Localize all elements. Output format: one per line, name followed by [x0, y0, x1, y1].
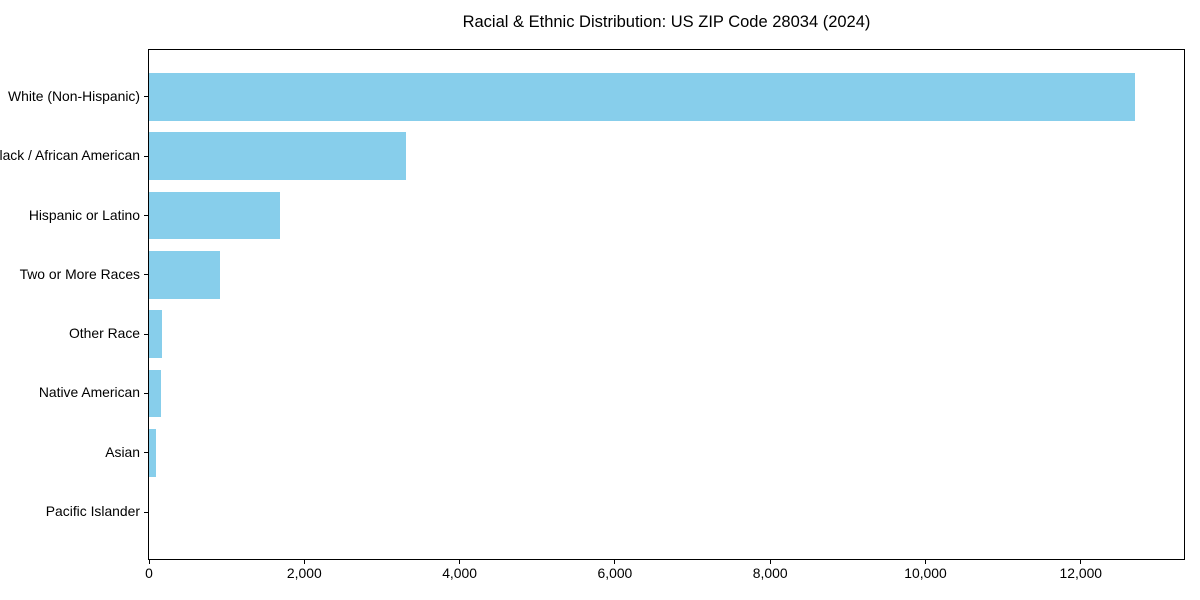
bar	[149, 310, 162, 358]
x-tick-mark	[459, 559, 461, 564]
bar	[149, 132, 407, 180]
x-tick-label: 10,000	[904, 565, 947, 581]
y-tick-mark	[144, 155, 149, 157]
x-tick-label: 0	[145, 565, 153, 581]
x-tick-mark	[1080, 559, 1082, 564]
y-tick-label: Pacific Islander	[45, 503, 140, 520]
bar	[149, 73, 1135, 121]
chart-title: Racial & Ethnic Distribution: US ZIP Cod…	[462, 13, 871, 31]
y-tick-mark	[144, 96, 149, 98]
y-tick-label: White (Non-Hispanic)	[8, 87, 140, 104]
y-tick-mark	[144, 392, 149, 394]
x-tick-mark	[769, 559, 771, 564]
y-tick-label: Asian	[105, 443, 140, 460]
y-tick-mark	[144, 274, 149, 276]
y-tick-mark	[144, 452, 149, 454]
plot-area: White (Non-Hispanic) Black / African Amer…	[0, 49, 1185, 580]
x-tick-label: 2,000	[286, 565, 322, 581]
y-tick-mark	[144, 511, 149, 513]
y-tick-label: Native American	[38, 384, 140, 401]
y-tick-label: Hispanic or Latino	[28, 206, 140, 223]
y-tick-label: Black / African American	[0, 147, 140, 164]
x-tick-mark	[303, 559, 305, 564]
bar	[149, 369, 161, 418]
bar	[149, 251, 220, 299]
x-tick-label: 4,000	[442, 565, 477, 581]
y-tick-label: Two or More Races	[19, 265, 140, 282]
x-tick-label: 6,000	[597, 565, 633, 581]
y-tick-mark	[144, 215, 149, 216]
x-tick-mark	[614, 559, 616, 564]
x-tick-label: 8,000	[752, 565, 788, 581]
bar	[149, 429, 157, 477]
x-tick-mark	[925, 559, 926, 564]
bar	[149, 191, 280, 240]
y-tick-mark	[144, 333, 149, 335]
y-tick-label: Other Race	[68, 325, 140, 342]
x-tick-mark	[148, 559, 150, 564]
x-tick-label: 12,000	[1059, 565, 1103, 581]
